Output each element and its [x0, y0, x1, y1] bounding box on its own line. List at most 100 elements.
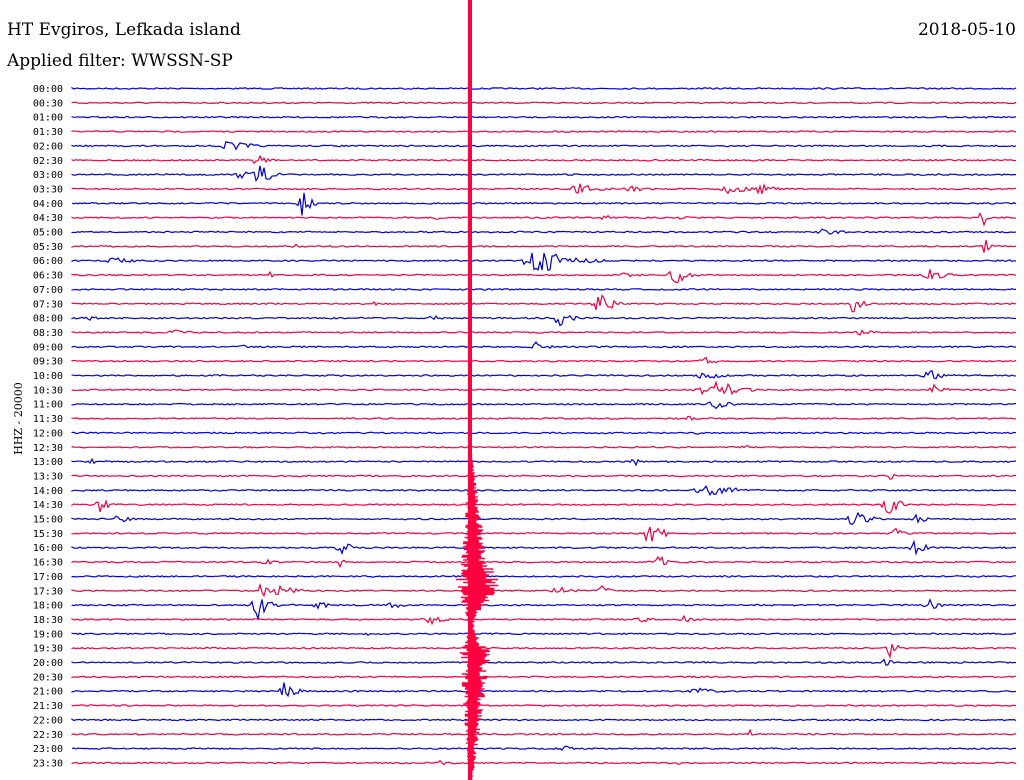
time-label: 18:00: [33, 601, 63, 612]
time-label: 16:30: [33, 558, 63, 569]
trace-row: [71, 658, 1017, 666]
trace-row: [71, 575, 1016, 578]
trace-row: [71, 718, 1017, 722]
time-label: 09:30: [33, 357, 63, 368]
trace-row: [71, 154, 1017, 165]
trace-row: [71, 115, 1017, 119]
trace-row: [71, 165, 1017, 182]
time-label: 06:30: [33, 271, 63, 282]
trace-row: [71, 140, 1017, 151]
time-label: 20:30: [33, 672, 63, 683]
trace-row: [71, 314, 1016, 327]
trace-row: [71, 401, 1016, 410]
trace-row: [71, 431, 1017, 435]
time-label: 01:00: [33, 113, 63, 124]
trace-row: [71, 555, 1017, 569]
trace-row: [71, 101, 1017, 105]
time-label: 11:00: [33, 400, 63, 411]
earthquake-waveform: [455, 454, 499, 780]
time-label: 02:00: [33, 141, 63, 152]
trace-row: [71, 252, 1017, 271]
time-label: 08:30: [33, 328, 63, 339]
time-label: 14:30: [33, 500, 63, 511]
time-label: 18:30: [33, 615, 63, 626]
trace-row: [71, 704, 1017, 707]
time-label: 23:30: [33, 758, 63, 769]
time-label: 10:00: [33, 371, 63, 382]
time-label: 03:00: [33, 170, 63, 181]
time-label: 17:00: [33, 572, 63, 583]
trace-row: [71, 239, 1017, 253]
date-label: 2018-05-10: [917, 20, 1016, 40]
time-label: 00:30: [33, 98, 63, 109]
time-label: 22:30: [33, 730, 63, 741]
time-label: 17:30: [33, 586, 63, 597]
time-label: 19:00: [33, 629, 63, 640]
time-label: 16:00: [33, 543, 63, 554]
trace-row: [71, 212, 1017, 227]
trace-row: [71, 228, 1017, 235]
trace-row: [71, 86, 1017, 90]
time-label: 14:00: [33, 486, 63, 497]
trace-row: [71, 582, 1017, 598]
trace-row: [71, 759, 1017, 766]
trace-row: [71, 182, 1016, 195]
trace-row: [71, 130, 1017, 133]
time-label: 08:00: [33, 314, 63, 325]
trace-row: [71, 682, 1017, 698]
time-label: 15:30: [33, 529, 63, 540]
time-label: 12:30: [33, 443, 63, 454]
trace-row: [71, 287, 1017, 291]
time-label: 03:30: [33, 184, 63, 195]
trace-row: [71, 370, 1017, 380]
trace-row: [71, 675, 1017, 679]
trace-row: [71, 728, 1017, 736]
trace-row: [71, 294, 1017, 313]
trace-row: [71, 415, 1017, 422]
trace-row: [71, 473, 1017, 480]
trace-row: [71, 644, 1017, 660]
time-label: 19:30: [33, 644, 63, 655]
time-label: 06:00: [33, 256, 63, 267]
trace-row: [71, 192, 1017, 216]
trace-row: [71, 341, 1017, 350]
time-label: 07:30: [33, 299, 63, 310]
time-label: 04:30: [33, 213, 63, 224]
trace-row: [71, 445, 1017, 449]
time-label: 21:00: [33, 687, 63, 698]
time-label: 20:00: [33, 658, 63, 669]
time-label: 11:30: [33, 414, 63, 425]
time-label: 21:30: [33, 701, 63, 712]
trace-row: [71, 539, 1017, 556]
time-label: 02:30: [33, 156, 63, 167]
trace-row: [71, 614, 1017, 626]
time-label: 07:00: [33, 285, 63, 296]
trace-row: [71, 485, 1017, 497]
time-label: 13:30: [33, 471, 63, 482]
trace-row: [71, 499, 1017, 514]
trace-row: [71, 598, 1017, 621]
time-label: 09:00: [33, 342, 63, 353]
trace-row: [71, 526, 1017, 543]
trace-row: [71, 745, 1016, 751]
trace-row: [71, 269, 1017, 284]
trace-row: [71, 356, 1017, 365]
time-label: 22:00: [33, 715, 63, 726]
time-label: 04:00: [33, 199, 63, 210]
time-label: 13:00: [33, 457, 63, 468]
time-label: 05:30: [33, 242, 63, 253]
trace-rows: 00:00 00:30 01:00 01:30 02:00 02:30 03:00 03:30…: [33, 84, 1017, 769]
event-marker: [468, 0, 472, 780]
station-title: HT Evgiros, Lefkada island: [7, 20, 241, 40]
time-label: 12:00: [33, 428, 63, 439]
trace-row: [71, 329, 1017, 336]
time-label: 15:00: [33, 515, 63, 526]
time-label: 00:00: [33, 84, 63, 95]
trace-row: [71, 380, 1017, 396]
time-label: 05:00: [33, 228, 63, 239]
time-label: 01:30: [33, 127, 63, 138]
trace-row: [71, 457, 1017, 467]
time-label: 23:00: [33, 744, 63, 755]
earthquake-signal: [455, 454, 499, 780]
